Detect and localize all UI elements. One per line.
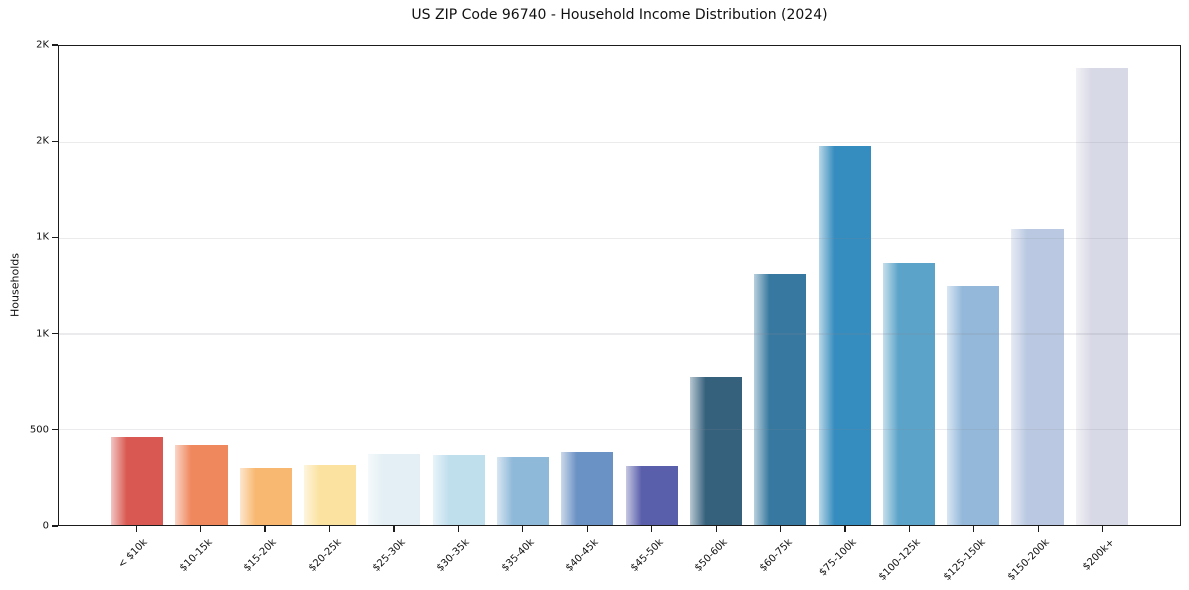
- x-tick-label: $25-30k: [370, 537, 408, 574]
- bar-100-125k: [882, 262, 935, 525]
- bar-slot: [877, 46, 941, 525]
- bar-20-25k: [304, 464, 357, 525]
- x-tick-label: $15-20k: [241, 537, 279, 574]
- bar-35-40k: [496, 456, 550, 525]
- bar-slot: [812, 46, 876, 525]
- x-tick-label: $10-15k: [177, 537, 215, 574]
- x-tick-label: $40-45k: [564, 537, 602, 574]
- bar-slot: [1070, 46, 1134, 525]
- bar-slot: [684, 46, 748, 525]
- x-tick-mark: [457, 526, 459, 532]
- x-tick-mark: [135, 526, 137, 532]
- bar-10k: [111, 436, 164, 525]
- y-tick-mark: [52, 525, 58, 527]
- bar-60-75k: [754, 274, 807, 525]
- x-tick-label: $35-40k: [499, 537, 537, 574]
- x-tick-label: $125-150k: [941, 537, 988, 583]
- x-tick-label: $150-200k: [1006, 537, 1053, 583]
- bar-slot: [555, 46, 619, 525]
- x-tick-mark: [651, 526, 653, 532]
- y-tick-label: 1K: [36, 328, 49, 340]
- bar-45-50k: [625, 465, 678, 525]
- bar-slot: [105, 46, 169, 525]
- y-tick-mark: [52, 429, 58, 431]
- x-tick-label: $75-100k: [817, 537, 859, 579]
- bars-container: [59, 46, 1180, 525]
- bar-40-45k: [561, 452, 614, 525]
- x-tick-mark: [1102, 526, 1104, 532]
- x-tick-mark: [393, 526, 395, 532]
- y-tick-label: 1K: [36, 231, 49, 243]
- bar-slot: [748, 46, 812, 525]
- y-axis-label: Households: [8, 253, 22, 317]
- y-tick-label: 2K: [36, 39, 49, 51]
- bar-75-100k: [818, 145, 871, 525]
- x-tick-mark: [779, 526, 782, 532]
- bar-slot: [427, 46, 491, 525]
- bar-25-30k: [368, 454, 421, 525]
- x-tick-label: $50-60k: [693, 537, 730, 574]
- plot-area: [58, 45, 1181, 526]
- bar-200k: [1075, 68, 1128, 525]
- bar-slot: [620, 46, 684, 525]
- x-tick-label: $30-35k: [435, 537, 473, 574]
- y-tick-label: 2K: [36, 135, 49, 147]
- bar-150-200k: [1011, 228, 1064, 525]
- chart-title: US ZIP Code 96740 - Household Income Dis…: [411, 7, 828, 23]
- x-tick-label: $45-50k: [628, 537, 666, 574]
- bar-30-35k: [432, 455, 485, 525]
- bar-slot: [298, 46, 362, 525]
- x-tick-mark: [264, 526, 266, 532]
- x-tick-mark: [715, 526, 717, 532]
- y-tick-mark: [52, 236, 58, 238]
- bar-50-60k: [689, 377, 742, 525]
- x-tick-mark: [844, 526, 846, 532]
- y-tick-label: 0: [42, 520, 49, 532]
- bar-slot: [491, 46, 555, 525]
- bar-slot: [1005, 46, 1069, 525]
- x-tick-mark: [908, 526, 911, 532]
- x-tick-mark: [328, 526, 331, 532]
- x-tick-mark: [973, 526, 975, 532]
- x-tick-label: $100-125k: [877, 537, 924, 583]
- bar-10-15k: [175, 444, 228, 525]
- bar-15-20k: [239, 467, 292, 525]
- y-tick-mark: [52, 140, 58, 142]
- x-tick-mark: [522, 526, 524, 532]
- y-tick-mark: [52, 44, 58, 46]
- y-tick-label: 500: [29, 424, 49, 436]
- bar-slot: [234, 46, 298, 525]
- x-tick-mark: [1037, 526, 1039, 532]
- bar-125-150k: [947, 285, 1000, 525]
- x-tick-label: $20-25k: [306, 537, 344, 574]
- bar-slot: [362, 46, 426, 525]
- x-tick-mark: [586, 526, 588, 532]
- y-tick-mark: [52, 333, 58, 335]
- x-tick-label: $60-75k: [757, 537, 795, 574]
- x-tick-label: $200k+: [1080, 537, 1117, 573]
- x-tick-label: < $10k: [116, 537, 150, 571]
- x-tick-mark: [200, 526, 202, 532]
- bar-slot: [941, 46, 1005, 525]
- bar-slot: [169, 46, 233, 525]
